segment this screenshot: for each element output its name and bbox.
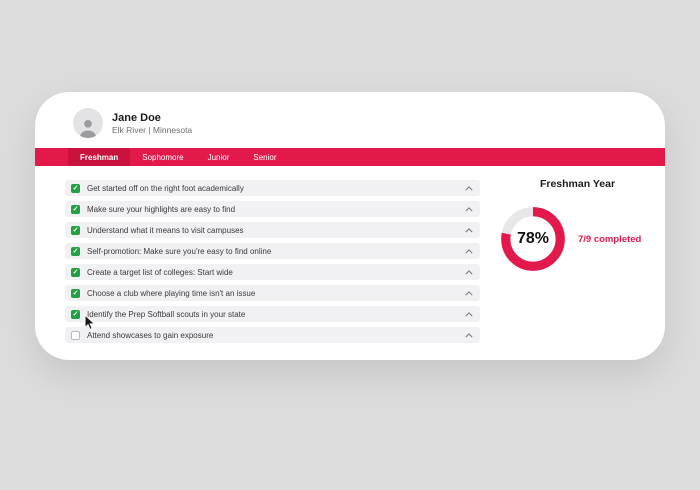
progress-panel: Freshman Year 78% 7/9 completed <box>490 178 665 274</box>
checklist-item[interactable]: Attend showcases to gain exposure <box>65 327 480 343</box>
checklist-item[interactable]: ✓ Understand what it means to visit campu… <box>65 222 480 238</box>
progress-title: Freshman Year <box>539 178 616 190</box>
checkbox-checked-icon[interactable]: ✓ <box>71 246 80 256</box>
profile-header: Jane Doe Elk River | Minnesota <box>73 108 192 138</box>
checklist-item-label: Attend showcases to gain exposure <box>87 330 214 340</box>
chevron-up-icon[interactable] <box>464 247 473 256</box>
checklist-item-label: Self-promotion: Make sure you're easy to… <box>87 246 272 256</box>
tab-freshman[interactable]: Freshman <box>68 148 131 166</box>
checklist-item[interactable]: ✓ Self-promotion: Make sure you're easy t… <box>65 243 480 259</box>
completed-count-label: 7/9 completed <box>578 233 642 245</box>
checklist-item-label: Make sure your highlights are easy to fi… <box>87 204 236 214</box>
checklist-item[interactable]: ✓ Identify the Prep Softball scouts in yo… <box>65 306 480 322</box>
progress-percent: 78% <box>516 230 550 247</box>
checklist-item[interactable]: ✓ Get started off on the right foot acade… <box>65 180 480 196</box>
checkbox-checked-icon[interactable]: ✓ <box>71 225 80 235</box>
checkbox-checked-icon[interactable]: ✓ <box>71 267 80 277</box>
checklist-item-label: Choose a club where playing time isn't a… <box>87 288 256 298</box>
chevron-up-icon[interactable] <box>464 289 473 298</box>
checklist: ✓ Get started off on the right foot acade… <box>65 180 480 348</box>
checklist-item[interactable]: ✓ Create a target list of colleges: Start… <box>65 264 480 280</box>
progress-donut-chart: 78% <box>498 204 568 274</box>
chevron-up-icon[interactable] <box>464 310 473 319</box>
checkbox-checked-icon[interactable]: ✓ <box>71 309 80 319</box>
profile-card: Jane Doe Elk River | Minnesota Freshman S… <box>35 92 665 360</box>
profile-text: Jane Doe Elk River | Minnesota <box>112 111 192 136</box>
profile-name: Jane Doe <box>112 111 161 124</box>
checklist-item-label: Identify the Prep Softball scouts in you… <box>87 309 246 319</box>
checklist-item-label: Create a target list of colleges: Start … <box>87 267 233 277</box>
tab-senior[interactable]: Senior <box>253 152 277 162</box>
tab-junior[interactable]: Junior <box>207 152 230 162</box>
checklist-item[interactable]: ✓ Choose a club where playing time isn't … <box>65 285 480 301</box>
checklist-item[interactable]: ✓ Make sure your highlights are easy to f… <box>65 201 480 217</box>
year-tabbar: Freshman Sophomore Junior Senior <box>35 148 665 166</box>
tab-sophomore[interactable]: Sophomore <box>142 152 184 162</box>
chevron-up-icon[interactable] <box>464 268 473 277</box>
chevron-up-icon[interactable] <box>464 205 473 214</box>
checkbox-checked-icon[interactable]: ✓ <box>71 288 80 298</box>
checklist-item-label: Get started off on the right foot academ… <box>87 183 244 193</box>
chevron-up-icon[interactable] <box>464 226 473 235</box>
avatar <box>73 108 103 138</box>
checkbox-unchecked-icon[interactable] <box>71 330 80 340</box>
chevron-up-icon[interactable] <box>464 331 473 340</box>
profile-location: Elk River | Minnesota <box>112 124 193 135</box>
checkbox-checked-icon[interactable]: ✓ <box>71 183 80 193</box>
checklist-item-label: Understand what it means to visit campus… <box>87 225 244 235</box>
chevron-up-icon[interactable] <box>464 184 473 193</box>
person-icon <box>79 119 97 138</box>
checkbox-checked-icon[interactable]: ✓ <box>71 204 80 214</box>
donut-wrap: 78% 7/9 completed <box>490 204 665 274</box>
